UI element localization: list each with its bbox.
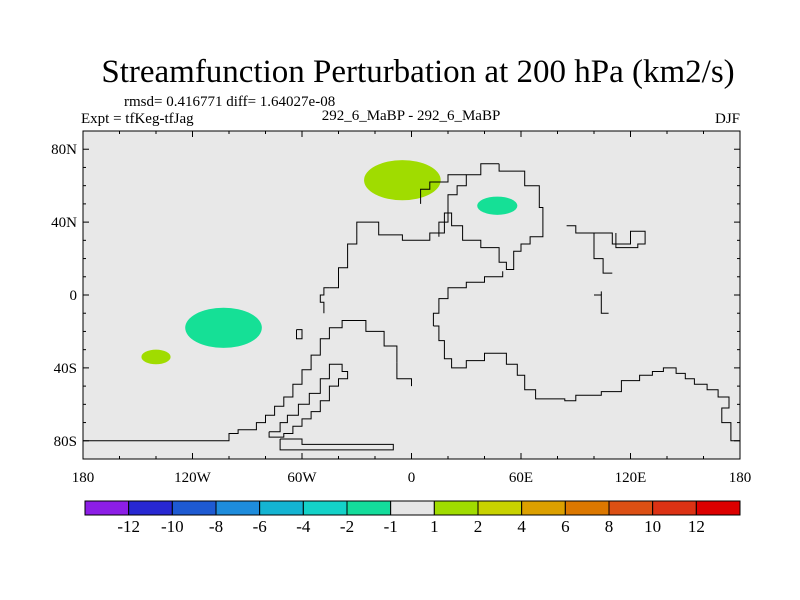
colorbar-swatch bbox=[302, 500, 348, 516]
y-tick-label: 0 bbox=[70, 288, 78, 304]
colorbar-swatch bbox=[390, 500, 435, 516]
colorbar-label: 6 bbox=[561, 517, 570, 536]
colorbar-swatch bbox=[564, 500, 610, 516]
colorbar-label: -12 bbox=[117, 517, 140, 536]
colorbar-label: -8 bbox=[209, 517, 223, 536]
coastline-14 bbox=[594, 294, 609, 314]
x-tick-label: 60E bbox=[509, 470, 533, 486]
contour-regions bbox=[141, 160, 518, 365]
colorbar-label: 2 bbox=[474, 517, 483, 536]
colorbar-label: 10 bbox=[644, 517, 661, 536]
coastline-6 bbox=[396, 362, 412, 387]
y-tick-label: 40N bbox=[51, 215, 77, 231]
case-label: 292_6_MaBP - 292_6_MaBP bbox=[322, 108, 501, 124]
coastline-2 bbox=[268, 363, 349, 438]
coastline-12 bbox=[566, 225, 613, 274]
coastline-8 bbox=[420, 174, 467, 204]
experiment-label: Expt = tfKeg-tfJag bbox=[81, 111, 194, 127]
x-tick-label: 120E bbox=[615, 470, 647, 486]
x-tick-label: 60W bbox=[287, 470, 317, 486]
colorbar-label: -1 bbox=[384, 517, 398, 536]
season-label: DJF bbox=[715, 111, 740, 127]
coastline-3 bbox=[279, 438, 394, 451]
colorbar: -12 -10 -8 -6 -4 -2 -1 1 2 4 6 8 10 12 bbox=[84, 500, 741, 536]
colorbar-label: 8 bbox=[605, 517, 614, 536]
colorbar-swatch bbox=[128, 500, 173, 516]
coastline-9 bbox=[432, 271, 504, 326]
colorbar-label: 12 bbox=[688, 517, 705, 536]
contour-region-3 bbox=[185, 307, 262, 348]
colorbar-swatch bbox=[433, 500, 479, 516]
x-tick-label: 180 bbox=[72, 470, 95, 486]
y-tick-label: 80N bbox=[51, 142, 77, 158]
colorbar-label: -4 bbox=[296, 517, 311, 536]
contour-region-1 bbox=[364, 160, 441, 201]
colorbar-label: -6 bbox=[253, 517, 267, 536]
colorbar-swatch bbox=[259, 500, 304, 516]
coastline-13 bbox=[594, 230, 646, 249]
y-tick-label: 80S bbox=[54, 434, 77, 450]
colorbar-swatch bbox=[215, 500, 261, 516]
colorbar-swatch bbox=[695, 500, 741, 516]
colorbar-swatch bbox=[346, 500, 392, 516]
y-axis: 80N 40N 0 40S 80S bbox=[51, 130, 740, 460]
coastline-10 bbox=[433, 325, 740, 442]
colorbar-label: -10 bbox=[161, 517, 184, 536]
colorbar-swatch bbox=[608, 500, 654, 516]
contour-region-2 bbox=[477, 196, 518, 215]
coastline-11 bbox=[296, 329, 303, 340]
coastlines bbox=[83, 163, 740, 451]
colorbar-swatch bbox=[84, 500, 130, 516]
colorbar-label: 1 bbox=[430, 517, 439, 536]
colorbar-swatch bbox=[652, 500, 697, 516]
stats-line: rmsd= 0.416771 diff= 1.64027e-08 bbox=[124, 94, 335, 110]
colorbar-label: 4 bbox=[517, 517, 526, 536]
x-tick-label: 0 bbox=[408, 470, 416, 486]
colorbar-swatch bbox=[521, 500, 566, 516]
colorbar-swatch bbox=[477, 500, 523, 516]
coastline-5 bbox=[319, 287, 330, 314]
colorbar-swatch bbox=[171, 500, 217, 516]
chart-title: Streamfunction Perturbation at 200 hPa (… bbox=[101, 54, 734, 90]
colorbar-label: -2 bbox=[340, 517, 354, 536]
coastline-7 bbox=[438, 163, 500, 237]
coastline-1 bbox=[83, 320, 398, 442]
contour-region-4 bbox=[141, 349, 171, 365]
coastline-4 bbox=[329, 163, 544, 289]
x-tick-label: 180 bbox=[729, 470, 752, 486]
y-tick-label: 40S bbox=[54, 361, 77, 377]
x-axis: 180 120W 60W 0 60E 120E 180 bbox=[72, 131, 752, 486]
x-tick-label: 120W bbox=[174, 470, 212, 486]
